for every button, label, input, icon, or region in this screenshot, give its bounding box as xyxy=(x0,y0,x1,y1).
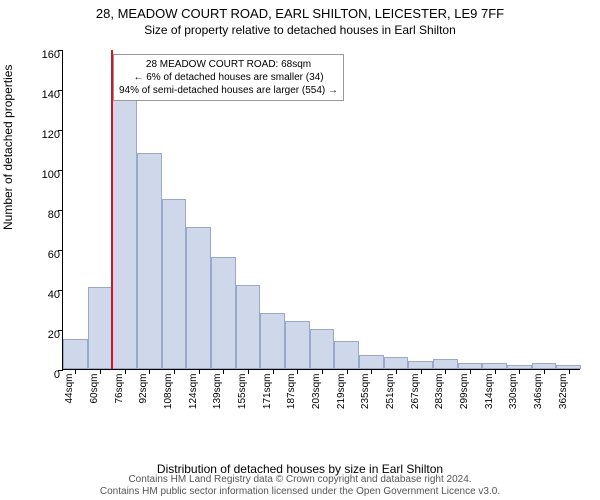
x-tick-mark xyxy=(100,369,101,374)
histogram-bar xyxy=(310,329,335,369)
histogram-bar xyxy=(63,339,88,369)
y-tick-label: 20 xyxy=(30,329,60,341)
histogram-bar xyxy=(285,321,310,369)
x-tick-label: 314sqm xyxy=(484,374,495,424)
histogram-bar xyxy=(162,199,187,369)
x-tick-label: 251sqm xyxy=(385,374,396,424)
x-tick-label: 155sqm xyxy=(237,374,248,424)
x-tick-mark xyxy=(149,369,150,374)
x-tick-mark xyxy=(396,369,397,374)
histogram-bar xyxy=(384,357,409,369)
histogram-bar xyxy=(260,313,285,369)
annotation-line: 94% of semi-detached houses are larger (… xyxy=(119,84,338,97)
annotation-line: ← 6% of detached houses are smaller (34) xyxy=(119,71,338,84)
plot-region: 02040608010012014016044sqm60sqm76sqm92sq… xyxy=(62,50,580,370)
histogram-bar xyxy=(186,227,211,369)
x-tick-mark xyxy=(519,369,520,374)
histogram-bar xyxy=(408,361,433,369)
histogram-bar xyxy=(236,285,261,369)
y-tick-label: 80 xyxy=(30,209,60,221)
x-tick-label: 44sqm xyxy=(64,374,75,424)
x-tick-label: 203sqm xyxy=(311,374,322,424)
histogram-bar xyxy=(334,341,359,369)
x-tick-label: 346sqm xyxy=(533,374,544,424)
x-tick-mark xyxy=(322,369,323,374)
x-tick-label: 60sqm xyxy=(89,374,100,424)
x-tick-label: 219sqm xyxy=(336,374,347,424)
y-tick-label: 100 xyxy=(30,169,60,181)
y-tick-label: 0 xyxy=(30,369,60,381)
y-tick-label: 60 xyxy=(30,249,60,261)
x-tick-mark xyxy=(445,369,446,374)
footer-line: Contains HM Land Registry data © Crown c… xyxy=(0,474,600,486)
x-tick-mark xyxy=(75,369,76,374)
annotation-box: 28 MEADOW COURT ROAD: 68sqm← 6% of detac… xyxy=(113,54,344,101)
x-tick-label: 283sqm xyxy=(434,374,445,424)
y-axis-label: Number of detached properties xyxy=(1,65,15,230)
histogram-bar xyxy=(359,355,384,369)
x-tick-mark xyxy=(470,369,471,374)
histogram-bar xyxy=(211,257,236,369)
footer-line: Contains HM public sector information li… xyxy=(0,486,600,498)
y-tick-label: 120 xyxy=(30,129,60,141)
x-tick-label: 108sqm xyxy=(163,374,174,424)
page-title: 28, MEADOW COURT ROAD, EARL SHILTON, LEI… xyxy=(0,0,600,21)
x-tick-mark xyxy=(223,369,224,374)
x-tick-label: 235sqm xyxy=(360,374,371,424)
x-tick-label: 299sqm xyxy=(459,374,470,424)
histogram-bar xyxy=(112,81,137,369)
x-tick-label: 171sqm xyxy=(262,374,273,424)
histogram-bar xyxy=(137,153,162,369)
x-tick-label: 267sqm xyxy=(410,374,421,424)
x-tick-label: 187sqm xyxy=(286,374,297,424)
x-tick-label: 92sqm xyxy=(138,374,149,424)
y-tick-label: 40 xyxy=(30,289,60,301)
x-tick-label: 139sqm xyxy=(212,374,223,424)
x-tick-label: 124sqm xyxy=(188,374,199,424)
histogram-bar xyxy=(88,287,113,369)
y-tick-label: 140 xyxy=(30,89,60,101)
page-subtitle: Size of property relative to detached ho… xyxy=(0,21,600,37)
x-tick-label: 362sqm xyxy=(558,374,569,424)
y-tick-label: 160 xyxy=(30,49,60,61)
x-tick-mark xyxy=(297,369,298,374)
x-tick-label: 330sqm xyxy=(508,374,519,424)
x-tick-mark xyxy=(248,369,249,374)
x-tick-mark xyxy=(371,369,372,374)
annotation-line: 28 MEADOW COURT ROAD: 68sqm xyxy=(119,58,338,71)
x-tick-mark xyxy=(544,369,545,374)
footer-attribution: Contains HM Land Registry data © Crown c… xyxy=(0,474,600,498)
x-tick-label: 76sqm xyxy=(114,374,125,424)
histogram-bar xyxy=(433,359,458,369)
x-tick-mark xyxy=(174,369,175,374)
chart-area: 02040608010012014016044sqm60sqm76sqm92sq… xyxy=(62,50,580,420)
